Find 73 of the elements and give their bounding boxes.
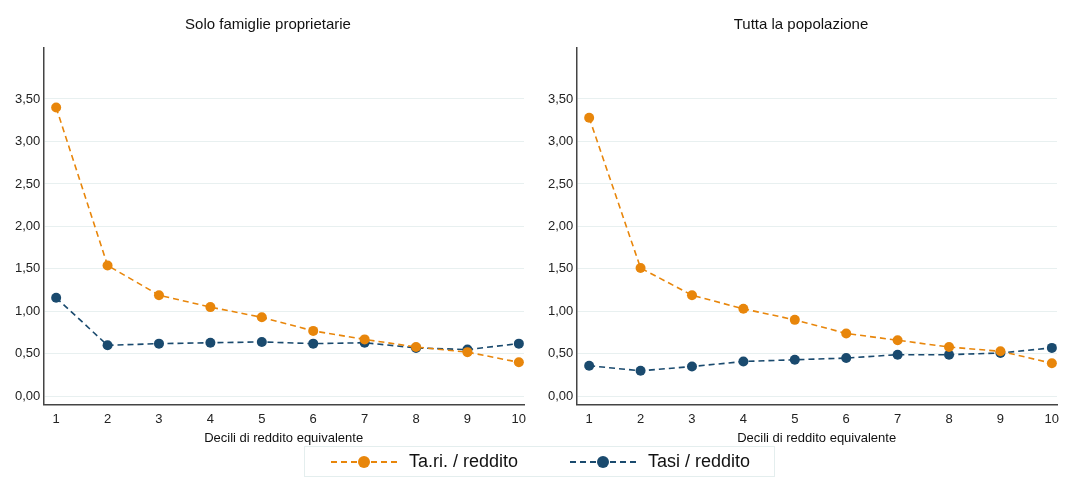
x-tick-label: 8 — [412, 411, 420, 427]
x-tick-label: 4 — [739, 411, 748, 427]
x-tick-label: 5 — [791, 411, 799, 427]
x-tick-label: 6 — [842, 411, 850, 427]
point — [256, 336, 267, 347]
y-tick-label: 0,50 — [547, 345, 574, 361]
y-tick-label: 3,00 — [14, 133, 41, 149]
point — [51, 102, 62, 113]
x-tick-label: 7 — [361, 411, 369, 427]
chart-title: Solo famiglie proprietarie — [185, 15, 351, 33]
x-axis-title: Decili di reddito equivalente — [737, 429, 897, 445]
y-tick-label: 2,00 — [547, 217, 574, 233]
x-axis-title: Decili di reddito equivalente — [204, 429, 364, 445]
point — [153, 338, 164, 349]
point — [738, 356, 749, 367]
x-tick-label: 10 — [1044, 411, 1060, 427]
point — [944, 342, 955, 353]
y-tick-label: 3,00 — [547, 133, 574, 149]
point — [205, 337, 216, 348]
point — [205, 302, 216, 313]
y-tick-label: 2,50 — [547, 175, 574, 191]
x-tick-label: 6 — [309, 411, 317, 427]
point — [738, 303, 749, 314]
point — [892, 335, 903, 346]
x-tick-label: 5 — [258, 411, 266, 427]
x-tick-label: 8 — [945, 411, 953, 427]
x-tick-label: 9 — [996, 411, 1005, 427]
point — [686, 290, 697, 301]
point — [513, 357, 524, 368]
point — [584, 112, 595, 123]
legend-label: Tasi / reddito — [647, 451, 751, 471]
y-tick-label: 2,00 — [14, 217, 41, 233]
y-tick-label: 1,50 — [14, 260, 41, 276]
y-tick-label: 1,00 — [547, 302, 574, 318]
y-tick-label: 0,50 — [14, 345, 41, 361]
point — [789, 354, 800, 365]
point — [892, 349, 903, 360]
point — [789, 314, 800, 325]
x-tick-label: 7 — [894, 411, 902, 427]
x-tick-label: 9 — [463, 411, 472, 427]
chart-title: Tutta la popolazione — [733, 15, 869, 33]
x-tick-label: 3 — [688, 411, 696, 427]
x-tick-label: 10 — [511, 411, 527, 427]
y-tick-label: 3,50 — [547, 90, 574, 106]
point — [584, 360, 595, 371]
x-tick-label: 4 — [206, 411, 215, 427]
point — [1046, 358, 1057, 369]
legend-label: Ta.ri. / reddito — [408, 451, 518, 471]
point — [635, 365, 646, 376]
point — [153, 290, 164, 301]
point — [1046, 342, 1057, 353]
y-tick-label: 3,50 — [14, 90, 41, 106]
x-tick-label: 2 — [636, 411, 645, 427]
y-tick-label: 2,50 — [14, 175, 41, 191]
point — [513, 338, 524, 349]
point — [102, 260, 113, 271]
x-tick-label: 3 — [155, 411, 163, 427]
y-tick-label: 1,50 — [547, 260, 574, 276]
y-tick-label: 0,00 — [547, 387, 574, 403]
point — [51, 292, 62, 303]
y-tick-label: 0,00 — [14, 387, 41, 403]
point — [686, 361, 697, 372]
point — [635, 263, 646, 274]
point — [102, 340, 113, 351]
x-tick-label: 1 — [52, 411, 60, 427]
point — [308, 338, 319, 349]
x-tick-label: 2 — [103, 411, 112, 427]
y-tick-label: 1,00 — [14, 302, 41, 318]
point — [256, 312, 267, 323]
point — [841, 328, 852, 339]
point — [308, 325, 319, 336]
point — [841, 353, 852, 364]
x-tick-label: 1 — [585, 411, 593, 427]
